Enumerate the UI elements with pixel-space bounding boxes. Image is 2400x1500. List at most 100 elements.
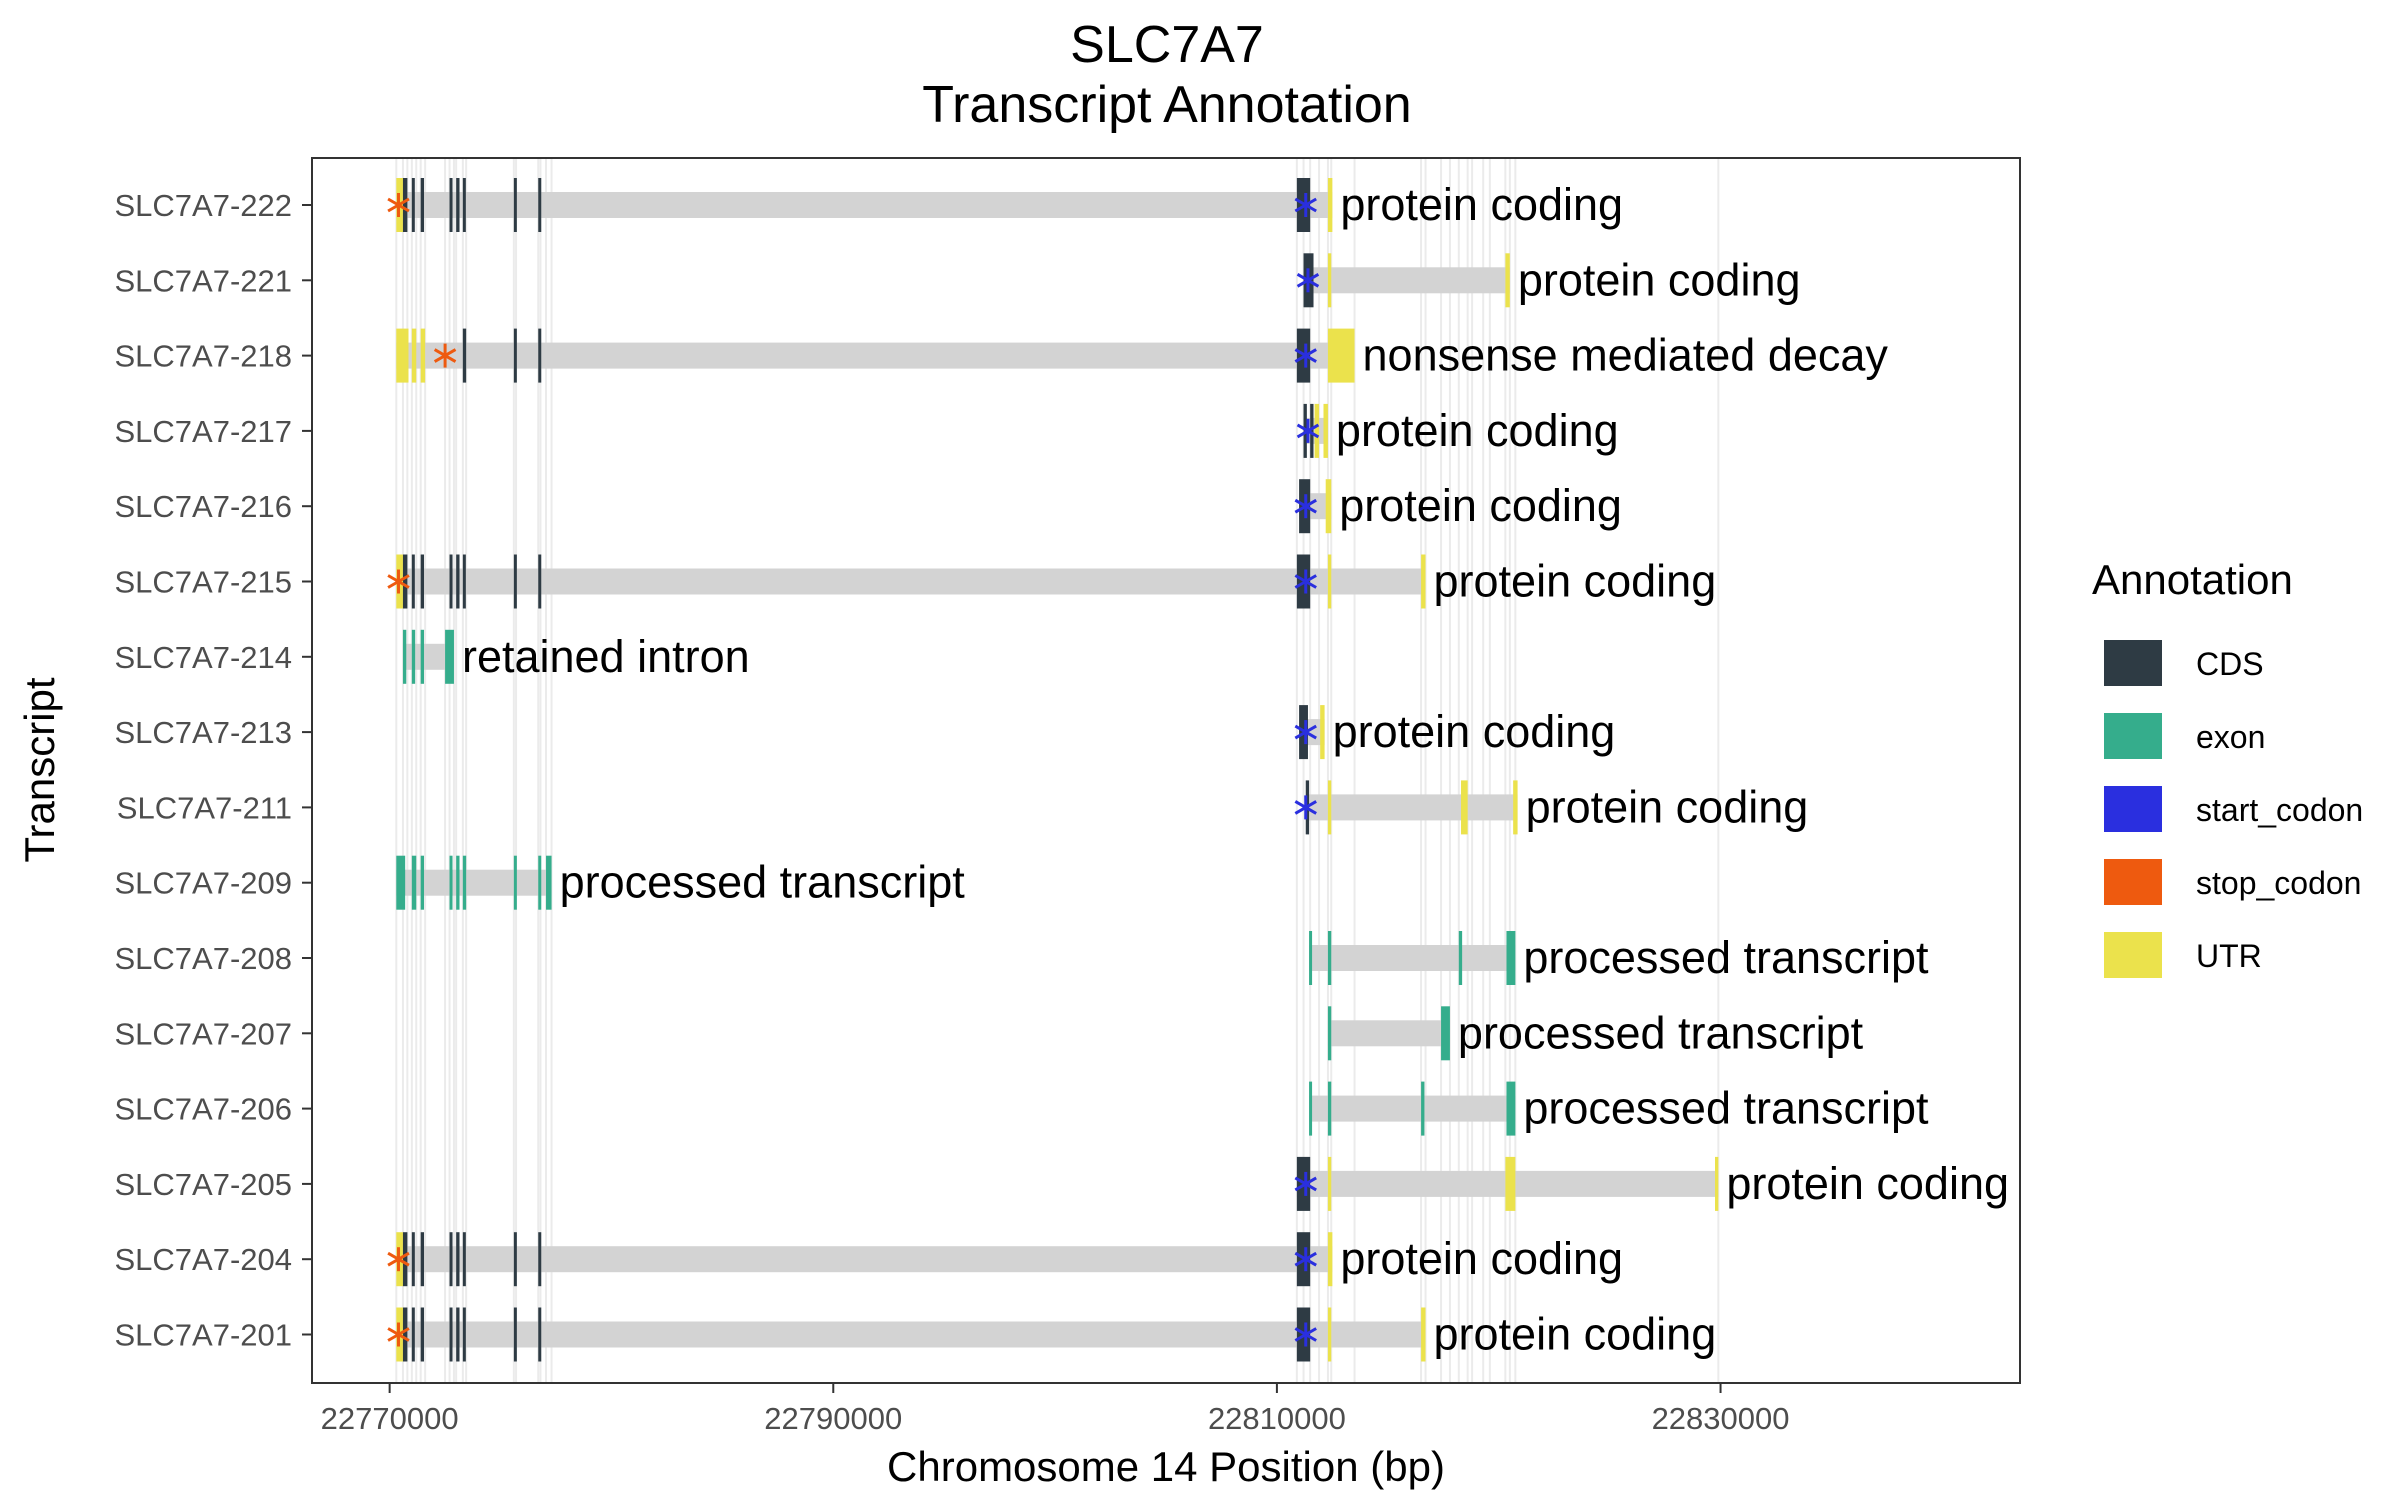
feature-cds-mark — [538, 554, 542, 609]
feature-utr-mark — [1715, 1156, 1719, 1211]
transcript-span-bar — [1305, 794, 1518, 821]
feature-utr-mark — [1327, 253, 1332, 308]
y-tick-label: SLC7A7-215 — [114, 565, 292, 600]
start-codon-marker — [1296, 418, 1320, 443]
x-tick-label: 22810000 — [1208, 1401, 1346, 1436]
feature-utr-mark — [1421, 554, 1426, 609]
feature-cds-mark — [449, 1232, 453, 1287]
start-codon-marker — [1294, 1322, 1317, 1347]
transcript-row: protein coding — [1294, 479, 1622, 534]
transcript-row: protein coding — [387, 1307, 1717, 1362]
start-codon-marker — [1294, 1171, 1317, 1196]
transcript-row: protein coding — [1294, 780, 1808, 835]
feature-utr-mark — [1513, 780, 1518, 835]
feature-exon-mark — [420, 855, 425, 910]
x-tick-label: 22770000 — [321, 1401, 459, 1436]
y-tick-label: SLC7A7-207 — [114, 1016, 292, 1051]
feature-cds-mark — [420, 1307, 425, 1362]
y-tick-label: SLC7A7-218 — [114, 339, 292, 374]
feature-exon-mark — [1458, 931, 1463, 985]
feature-exon-mark — [513, 855, 517, 910]
transcript-row: retained intron — [402, 629, 750, 684]
start-codon-marker — [1294, 494, 1317, 519]
feature-cds-mark — [456, 554, 460, 609]
feature-utr-mark — [1327, 1156, 1332, 1211]
legend-swatch-start-codon — [2104, 786, 2162, 832]
feature-exon-mark — [1327, 1006, 1332, 1061]
feature-exon-mark — [1506, 1081, 1516, 1136]
feature-cds-mark — [462, 1232, 466, 1287]
feature-utr-mark — [420, 328, 426, 383]
legend-items: CDS exon start_codon stop_codon UTR — [2104, 640, 2363, 978]
y-tick-label: SLC7A7-211 — [117, 790, 292, 825]
biotype-label: protein coding — [1518, 254, 1801, 305]
y-tick-label: SLC7A7-204 — [114, 1242, 292, 1277]
feature-exon-mark — [396, 855, 406, 910]
biotype-label: protein coding — [1434, 1309, 1717, 1360]
feature-cds-mark — [538, 328, 542, 383]
feature-cds-mark — [449, 1307, 453, 1362]
feature-cds-mark — [411, 1232, 415, 1287]
stop-codon-marker — [387, 1322, 410, 1347]
feature-utr-mark — [1320, 705, 1325, 760]
feature-cds-mark — [411, 178, 415, 232]
transcript-span-bar — [396, 342, 1355, 369]
legend-label: exon — [2196, 719, 2265, 755]
biotype-label: nonsense mediated decay — [1363, 330, 1889, 381]
feature-utr-mark — [1327, 178, 1333, 232]
feature-cds-mark — [420, 1232, 425, 1287]
feature-exon-mark — [420, 629, 425, 684]
biotype-label: processed transcript — [1523, 1083, 1929, 1134]
y-tick-label: SLC7A7-208 — [114, 941, 292, 976]
biotype-label: processed transcript — [560, 857, 966, 908]
biotype-label: processed transcript — [1458, 1007, 1864, 1058]
transcript-span-bar — [1327, 1020, 1450, 1047]
biotype-label: protein coding — [1336, 405, 1619, 456]
feature-utr-mark — [1505, 1156, 1516, 1211]
transcript-row: processed transcript — [1327, 1006, 1864, 1061]
transcript-span-bar — [396, 1321, 1426, 1348]
legend-swatch-exon — [2104, 713, 2162, 759]
legend-swatch-stop-codon — [2104, 859, 2162, 905]
legend-swatch-utr — [2104, 932, 2162, 978]
y-axis-title: Transcript — [16, 677, 63, 862]
y-tick-label: SLC7A7-205 — [114, 1167, 292, 1202]
feature-cds-mark — [456, 178, 460, 232]
transcript-row: processed transcript — [396, 855, 966, 910]
feature-utr-mark — [1505, 253, 1510, 308]
feature-utr-mark — [1327, 1307, 1332, 1362]
chart-title: SLC7A7 — [1070, 16, 1264, 74]
transcript-row: protein coding — [387, 178, 1623, 232]
feature-cds-mark — [449, 554, 453, 609]
feature-exon-mark — [411, 855, 417, 910]
feature-exon-mark — [1327, 1081, 1332, 1136]
feature-cds-mark — [538, 178, 542, 232]
biotype-label: processed transcript — [1523, 932, 1929, 983]
x-tick-label: 22790000 — [764, 1401, 902, 1436]
start-codon-marker — [1294, 720, 1317, 745]
transcript-row: processed transcript — [1309, 931, 1929, 985]
feature-exon-mark — [411, 629, 416, 684]
feature-exon-mark — [402, 629, 407, 684]
stop-codon-marker — [387, 569, 410, 594]
feature-cds-mark — [462, 328, 467, 383]
feature-cds-mark — [456, 1232, 460, 1287]
feature-cds-mark — [513, 328, 517, 383]
transcript-span-bar — [1309, 1095, 1516, 1122]
feature-utr-mark — [1314, 403, 1320, 458]
feature-exon-mark — [1506, 931, 1516, 985]
transcript-row: protein coding — [1296, 403, 1619, 458]
biotype-label: protein coding — [1340, 179, 1623, 230]
feature-cds-mark — [420, 178, 425, 232]
feature-cds-mark — [538, 1232, 542, 1287]
feature-cds-mark — [402, 1307, 408, 1362]
start-codon-marker — [1296, 268, 1320, 293]
feature-cds-mark — [411, 554, 415, 609]
legend-label: stop_codon — [2196, 865, 2361, 901]
chart-subtitle: Transcript Annotation — [922, 76, 1411, 134]
transcript-span-bar — [396, 192, 1333, 218]
biotype-label: protein coding — [1339, 480, 1622, 531]
transcript-row: protein coding — [387, 1232, 1623, 1287]
legend-label: start_codon — [2196, 792, 2363, 828]
